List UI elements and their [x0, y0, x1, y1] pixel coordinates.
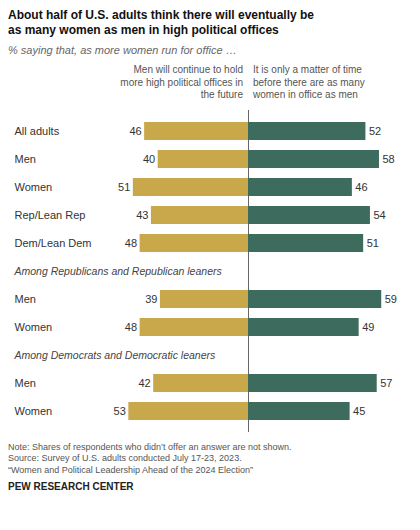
svg-text:Dem/Lean Dem: Dem/Lean Dem [15, 237, 92, 249]
svg-text:40: 40 [143, 153, 155, 165]
svg-text:43: 43 [136, 209, 148, 221]
svg-text:53: 53 [114, 405, 126, 417]
svg-text:Rep/Lean Rep: Rep/Lean Rep [15, 209, 86, 221]
html-text:Men will continue to hold more: Men will continue to hold more high poli… [120, 64, 243, 100]
html-text:It is only a matter of time be: It is only a matter of time before there… [253, 64, 365, 100]
svg-text:52: 52 [369, 125, 381, 137]
html-text:PEW RESEARCH CENTER: PEW RESEARCH CENTER [8, 480, 134, 492]
svg-text:Among Republicans and Republic: Among Republicans and Republican leaners [14, 264, 223, 276]
svg-text:48: 48 [125, 321, 137, 333]
svg-text:All adults: All adults [15, 125, 60, 137]
svg-text:46: 46 [355, 181, 367, 193]
svg-text:51: 51 [118, 181, 130, 193]
svg-text:58: 58 [382, 153, 394, 165]
svg-text:Women: Women [15, 321, 53, 333]
svg-text:48: 48 [125, 237, 137, 249]
svg-text:Men: Men [15, 293, 36, 305]
svg-text:Men: Men [15, 153, 36, 165]
svg-text:54: 54 [373, 209, 385, 221]
svg-text:57: 57 [380, 377, 392, 389]
svg-text:59: 59 [385, 293, 397, 305]
svg-text:39: 39 [145, 293, 157, 305]
svg-text:Women: Women [15, 405, 53, 417]
svg-text:Women: Women [15, 181, 53, 193]
svg-text:46: 46 [129, 125, 141, 137]
svg-text:49: 49 [362, 321, 374, 333]
svg-text:51: 51 [367, 237, 379, 249]
html-text:Note: Shares of respondents wh: Note: Shares of respondents who didn’t o… [8, 441, 292, 475]
svg-text:Men: Men [15, 377, 36, 389]
svg-text:45: 45 [353, 405, 365, 417]
svg-text:Among Democrats and Democratic: Among Democrats and Democratic leaners [14, 348, 217, 360]
html-text:% saying that, as more women r: % saying that, as more women run for off… [8, 44, 237, 56]
html-text:About half of U.S. adults thin: About half of U.S. adults think there wi… [8, 8, 314, 37]
svg-text:42: 42 [138, 377, 150, 389]
